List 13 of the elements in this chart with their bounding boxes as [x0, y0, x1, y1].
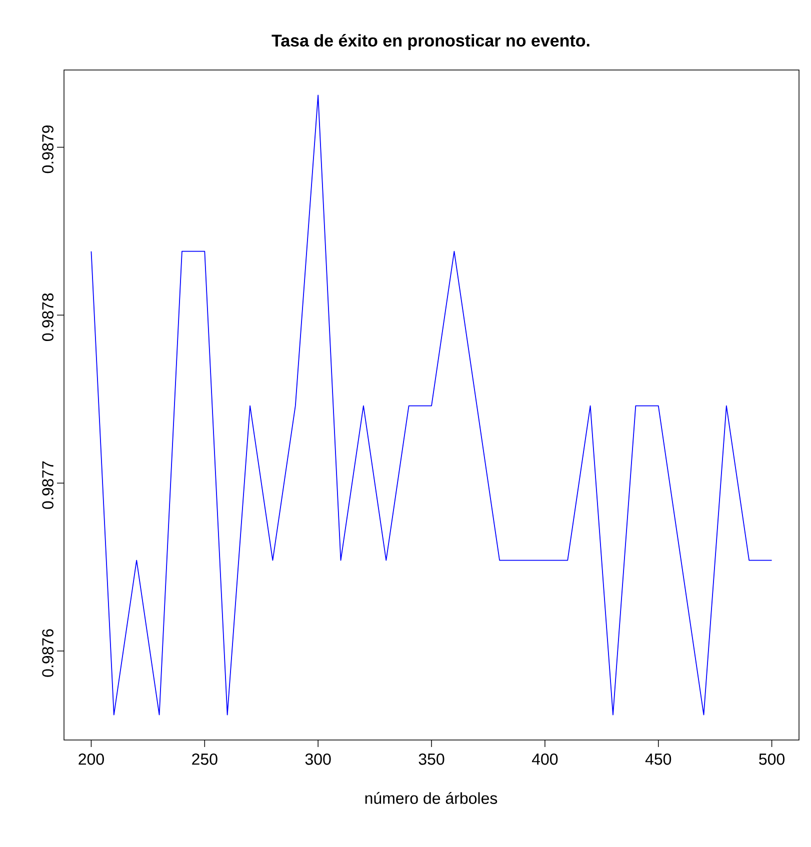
y-tick-label: 0.9879	[42, 126, 54, 174]
x-tick-label: 300	[305, 754, 331, 765]
x-tick-label: 400	[532, 754, 558, 765]
x-tick-label: 350	[418, 754, 444, 765]
y-tick-label: 0.9876	[42, 629, 54, 677]
x-tick-label: 450	[645, 754, 672, 765]
y-tick-label: 0.9877	[42, 461, 54, 509]
y-tick-label: 0.9878	[42, 293, 54, 341]
x-tick-label: 500	[759, 754, 785, 765]
x-tick-label: 250	[192, 754, 218, 765]
x-tick-label: 200	[78, 754, 104, 765]
x-axis-title: número de árboles	[365, 792, 498, 804]
chart-title: Tasa de éxito en pronosticar no evento.	[272, 34, 590, 50]
